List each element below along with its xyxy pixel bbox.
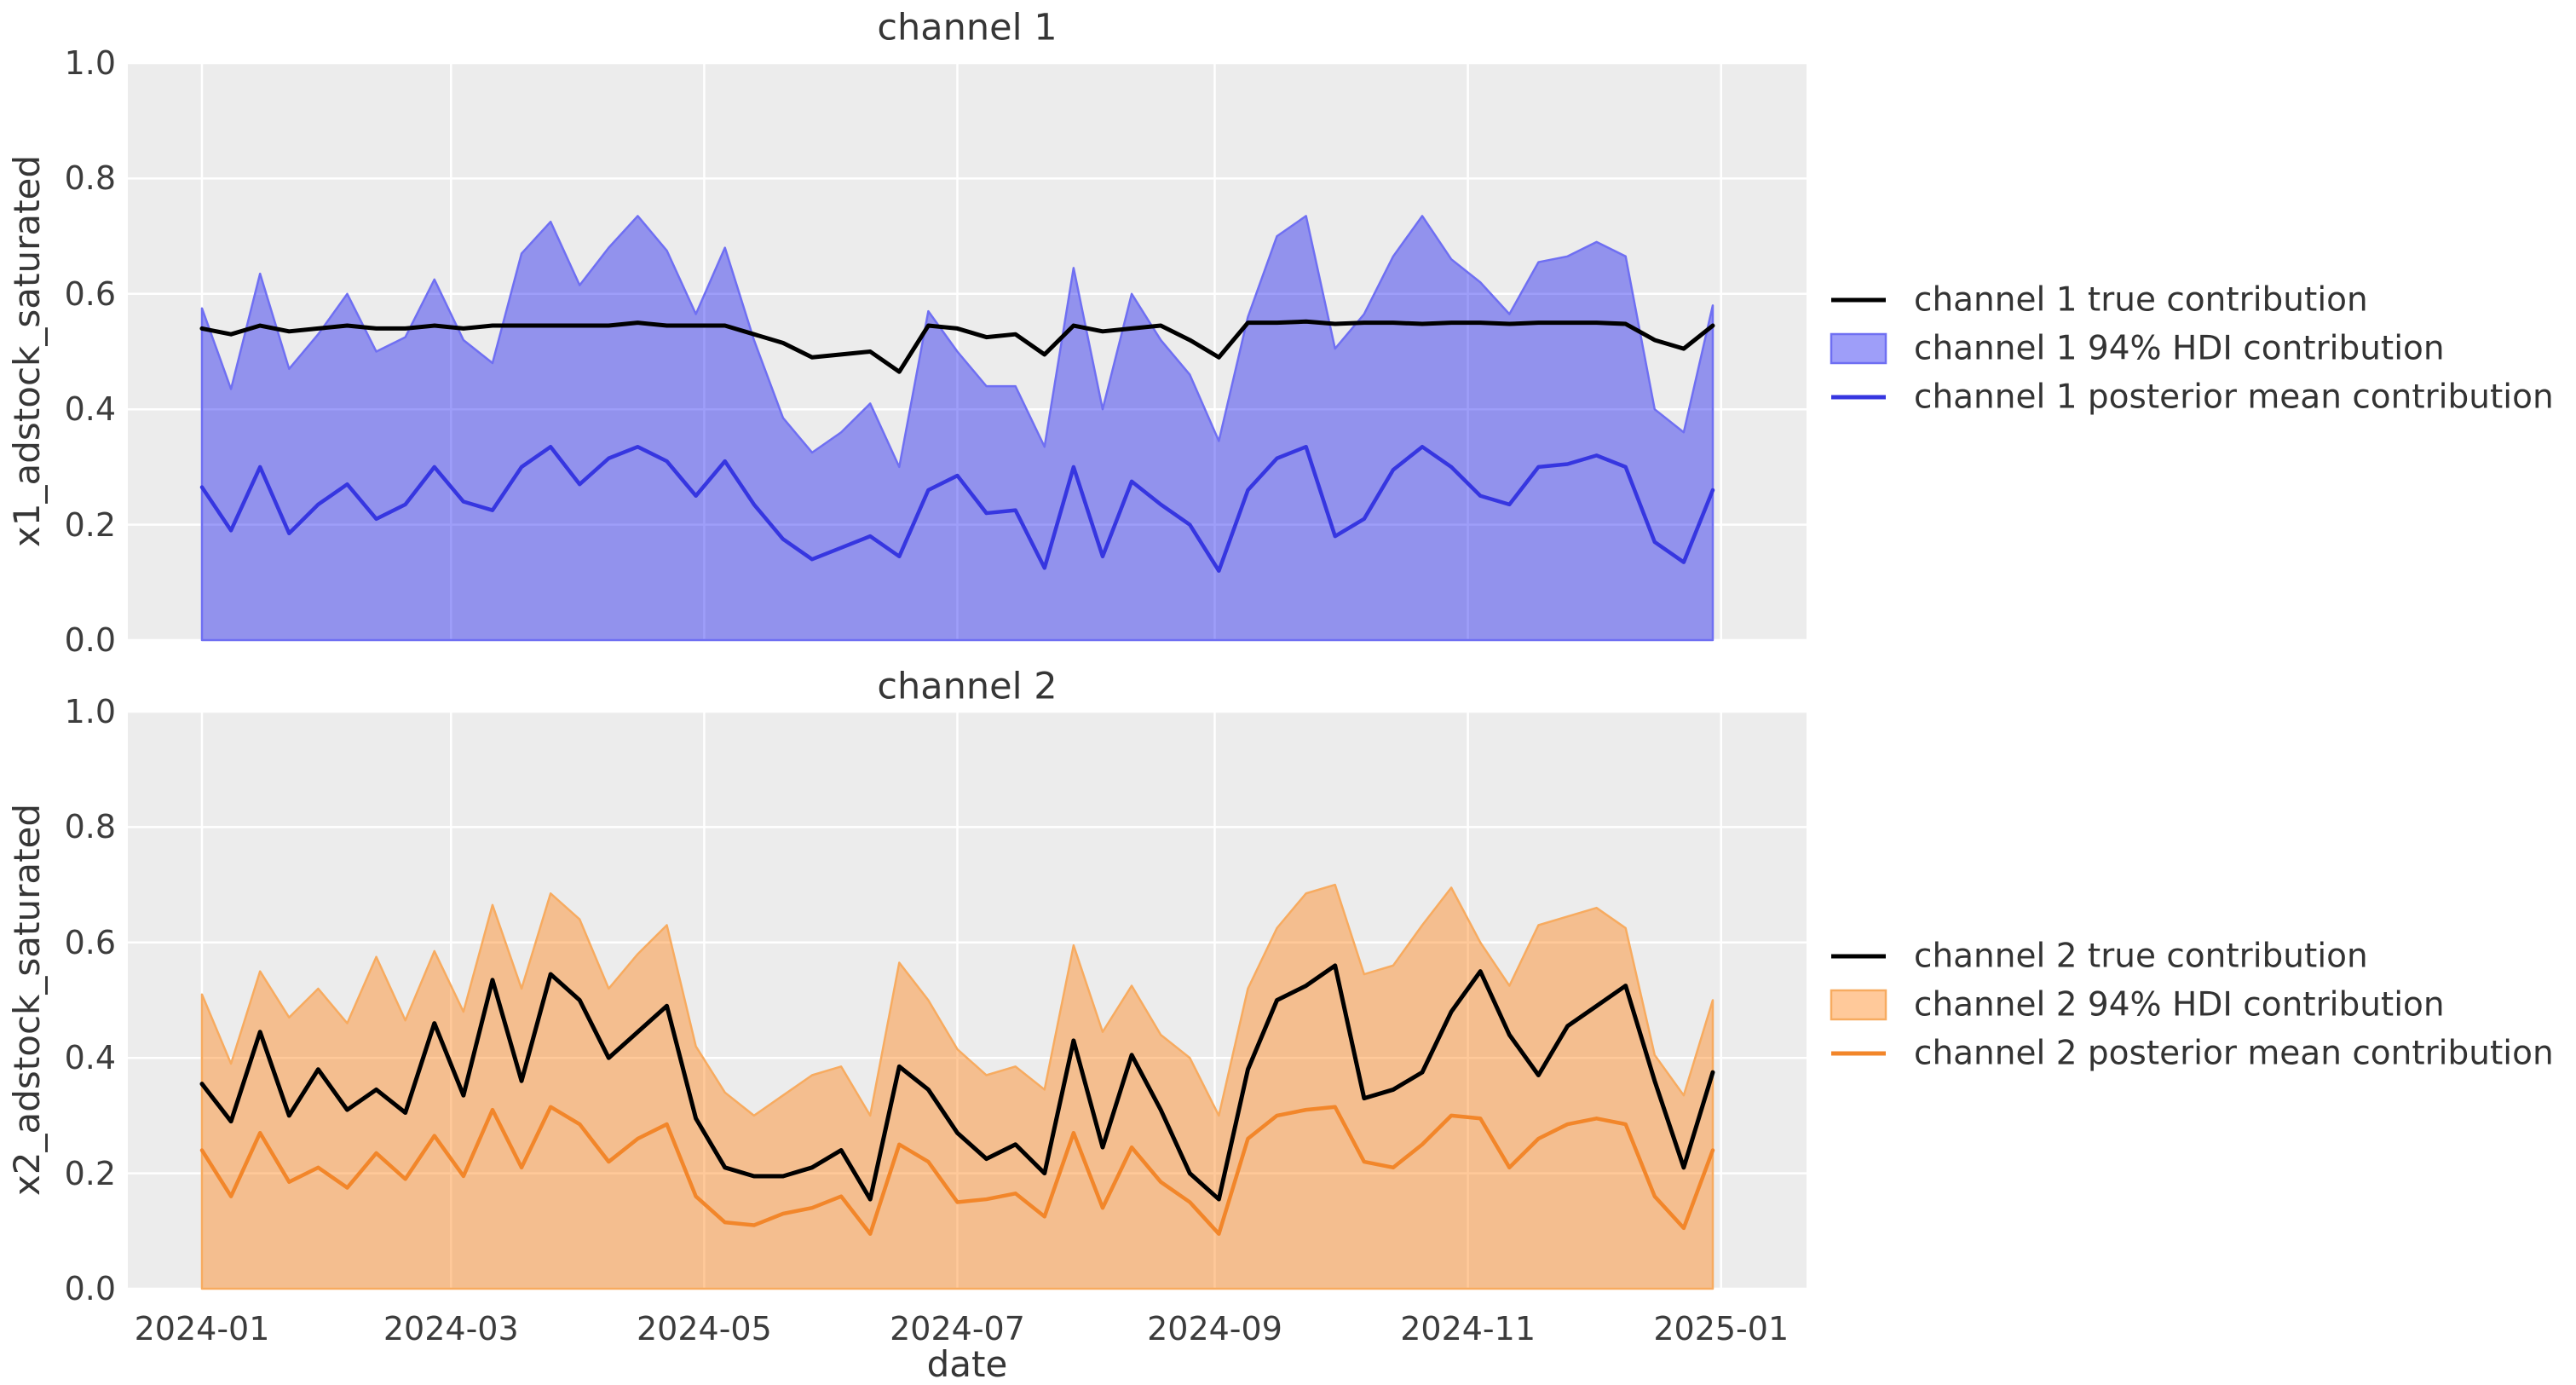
chart-2-plot-area xyxy=(128,712,1807,1289)
legend-label: channel 1 posterior mean contribution xyxy=(1914,378,2554,417)
x-tick-label: 2024-09 xyxy=(1147,1310,1282,1347)
x-tick-label: 2024-01 xyxy=(134,1310,270,1347)
x-tick-label: 2024-11 xyxy=(1400,1310,1536,1347)
x-axis-label: date xyxy=(926,1343,1008,1385)
chart-2-ylabel: x2_adstock_saturated xyxy=(6,803,48,1197)
hdi-band-channel-2 xyxy=(200,883,1714,1290)
y-tick-label: 0.6 xyxy=(64,274,116,313)
legend-label: channel 2 posterior mean contribution xyxy=(1914,1034,2554,1073)
legend-patch-swatch xyxy=(1830,332,1887,365)
chart-1-title: channel 1 xyxy=(877,6,1057,49)
y-tick-label: 0.8 xyxy=(64,159,116,198)
legend-label: channel 2 true contribution xyxy=(1914,937,2368,976)
y-tick-label: 1.0 xyxy=(64,693,116,730)
x-tick-label: 2025-01 xyxy=(1653,1310,1789,1347)
true-line-channel-2 xyxy=(199,963,1715,1202)
legend-label: channel 2 94% HDI contribution xyxy=(1914,985,2445,1024)
y-tick-label: 0.0 xyxy=(64,621,116,659)
y-tick-label: 0.2 xyxy=(64,505,116,544)
posterior-mean-line-channel-2 xyxy=(199,1105,1715,1236)
y-tick-label: 0.8 xyxy=(64,808,116,846)
y-tick-label: 0.4 xyxy=(64,1039,116,1077)
posterior-mean-line-channel-1 xyxy=(199,444,1715,574)
y-tick-label: 0.0 xyxy=(64,1270,116,1307)
x-tick-label: 2024-03 xyxy=(383,1310,519,1347)
chart-1-plot-area xyxy=(128,63,1807,640)
legend-patch-swatch xyxy=(1830,989,1887,1021)
x-tick-label: 2024-07 xyxy=(890,1310,1025,1347)
y-tick-label: 1.0 xyxy=(64,44,116,82)
legend-label: channel 1 94% HDI contribution xyxy=(1914,329,2445,368)
true-line-channel-1 xyxy=(199,319,1715,374)
x-tick-label: 2024-05 xyxy=(636,1310,772,1347)
y-tick-label: 0.2 xyxy=(64,1154,116,1192)
y-tick-label: 0.6 xyxy=(64,923,116,961)
y-tick-label: 0.4 xyxy=(64,390,116,429)
chart-2-title: channel 2 xyxy=(877,665,1057,708)
legend-label: channel 1 true contribution xyxy=(1914,280,2368,320)
chart-1-ylabel: x1_adstock_saturated xyxy=(6,154,48,548)
